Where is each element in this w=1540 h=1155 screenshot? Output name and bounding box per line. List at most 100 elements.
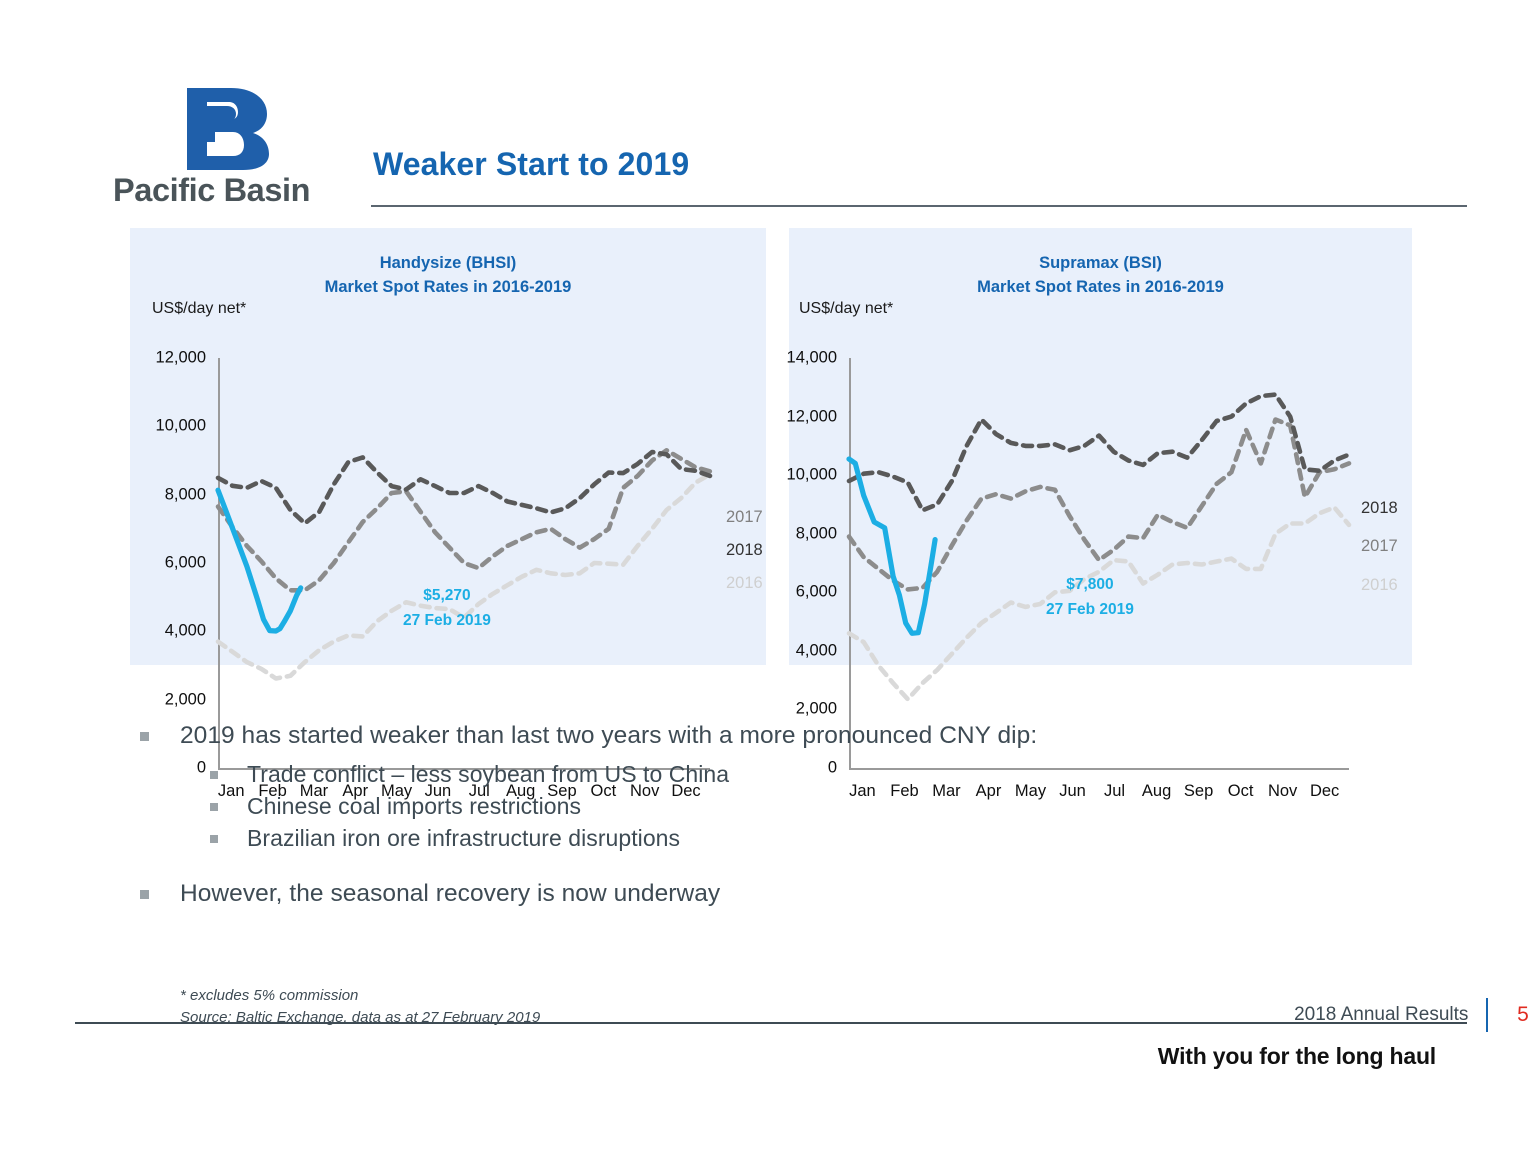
x-axis-tick-label: Feb [258,782,287,800]
x-axis-tick-label: Apr [975,782,1002,800]
chart-series-layer [215,448,713,681]
y-axis-line [218,358,220,768]
x-axis-tick-label: Jan [849,782,876,800]
x-axis-tick-label: Mar [299,782,329,800]
x-axis-tick-label: Nov [1267,782,1298,800]
x-axis-tick-label: Jan [217,782,245,800]
x-axis-tick-label: Sep [1183,782,1214,800]
x-axis-tick-label: Dec [1309,782,1340,800]
spot-rate-annotation: $5,270 27 Feb 2019 [403,583,491,633]
bullet-text: Brazilian iron ore infrastructure disrup… [247,825,681,851]
y-axis-unit-label: US$/day net* [799,300,894,317]
y-axis-tick-label: 12,000 [786,407,837,426]
y-axis-tick-label: 0 [196,758,206,777]
x-axis-tick-label: Aug [505,782,536,800]
logo-wordmark: Pacific Basin [113,172,311,208]
legend-label-2018: 2018 [726,541,763,559]
y-axis-tick-label: 6,000 [795,582,837,601]
series-line-2017 [846,417,1352,592]
x-axis-tick-label: Dec [671,782,701,800]
deck-name: 2018 Annual Results [1294,1004,1469,1025]
x-axis-tick-label: Apr [342,782,369,800]
y-axis-tick-label: 14,000 [786,348,837,367]
pb-monogram-icon [187,88,269,170]
bullet-list: 2019 has started weaker than last two ye… [140,718,1340,917]
y-axis-tick-label: 8,000 [164,485,206,504]
legend-label-2017: 2017 [726,508,763,526]
x-axis-tick-label: May [1014,782,1047,800]
x-axis-tick-label: Nov [630,782,660,800]
y-axis-tick-label: 2,000 [164,690,206,709]
y-axis-tick-label: 0 [827,758,837,777]
bullet-text: 2019 has started weaker than last two ye… [180,722,1038,749]
y-axis-tick-label: 12,000 [155,348,206,367]
annotation-date: 27 Feb 2019 [1046,601,1134,618]
y-axis-line [849,358,851,768]
x-axis-tick-label: Sep [547,782,577,800]
y-axis-tick-label: 2,000 [795,699,837,718]
company-logo: Pacific Basin [113,88,338,213]
y-axis-tick-label: 10,000 [786,465,837,484]
chart-title-supramax: Supramax (BSI) Market Spot Rates in 2016… [789,251,1412,299]
bullet-item-l1: However, the seasonal recovery is now un… [140,876,1340,911]
legend-label-2016: 2016 [726,574,763,592]
y-axis-tick-label: 10,000 [155,416,206,435]
x-axis-tick-label: Oct [1227,782,1254,800]
legend-label-2017: 2017 [1361,537,1398,555]
series-line-2019 [215,487,304,634]
y-axis-tick-label: 4,000 [164,621,206,640]
x-axis-tick-label: Oct [590,782,617,800]
footer-separator [1486,998,1488,1032]
plot-area-supramax: 0 2,000 4,000 6,000 8,000 10,000 12,000 14,000 J… [787,340,1398,846]
y-axis-unit-label: US$/day net* [152,300,247,317]
bullet-square-icon [210,803,218,811]
footnote-source: Source: Baltic Exchange, data as at 27 F… [180,1009,541,1026]
x-axis-tick-label: Jun [424,782,452,800]
x-axis-line [849,768,1349,770]
series-line-2018 [215,449,713,526]
series-line-2019 [846,456,938,636]
x-axis-tick-label: Jun [1059,782,1086,800]
footnote: * excludes 5% commission Source: Baltic … [180,985,540,1029]
bullet-item-l2: Trade conflict – less soybean from US to… [140,759,1340,790]
bullet-text: Trade conflict – less soybean from US to… [247,761,730,787]
chart-title-line2: Market Spot Rates in 2016-2019 [977,278,1224,296]
legend-label-2018: 2018 [1361,499,1398,517]
footnote-commission: * excludes 5% commission [180,987,359,1004]
x-axis-tick-label: Jul [1103,782,1126,800]
x-axis-line [218,768,710,770]
x-axis-tick-label: Aug [1141,782,1172,800]
legend-label-2016: 2016 [1361,576,1398,594]
annotation-value: $7,800 [1066,576,1114,593]
bullet-item-l1: 2019 has started weaker than last two ye… [140,718,1340,753]
plot-area-handysize: 0 2,000 4,000 6,000 8,000 10,000 12,000 Jan Feb M… [156,340,763,846]
chart-series-layer [846,392,1352,702]
bullet-square-icon [210,835,218,843]
bullet-square-icon [140,732,149,741]
bullet-square-icon [140,890,149,899]
annotation-date: 27 Feb 2019 [403,612,491,629]
footer-divider [75,1022,1467,1024]
series-line-2017 [215,448,713,593]
x-axis-tick-label: Jul [468,782,490,800]
x-axis-tick-label: Mar [932,782,961,800]
spot-rate-annotation: $7,800 27 Feb 2019 [1046,572,1134,622]
x-axis-tick-label: Feb [890,782,919,800]
series-line-2016 [215,471,713,681]
chart-title-line2: Market Spot Rates in 2016-2019 [324,278,572,296]
company-tagline: With you for the long haul [1157,1043,1436,1069]
annotation-value: $5,270 [423,587,471,604]
chart-title-line1: Supramax (BSI) [1039,254,1162,272]
series-line-2016 [846,505,1352,702]
series-line-2018 [846,392,1352,513]
bullet-item-l2: Brazilian iron ore infrastructure disrup… [140,823,1340,854]
x-axis-tick-label: May [381,782,413,800]
chart-panel-supramax: Supramax (BSI) Market Spot Rates in 2016… [787,228,1412,800]
bullet-text: Chinese coal imports restrictions [247,793,581,819]
footer-meta: 2018 Annual Results 5 [1294,998,1540,1032]
chart-title-line1: Handysize (BHSI) [379,254,517,272]
bullet-item-l2: Chinese coal imports restrictions [140,791,1340,822]
y-axis-tick-label: 8,000 [795,524,837,543]
bullet-text: However, the seasonal recovery is now un… [180,880,721,907]
